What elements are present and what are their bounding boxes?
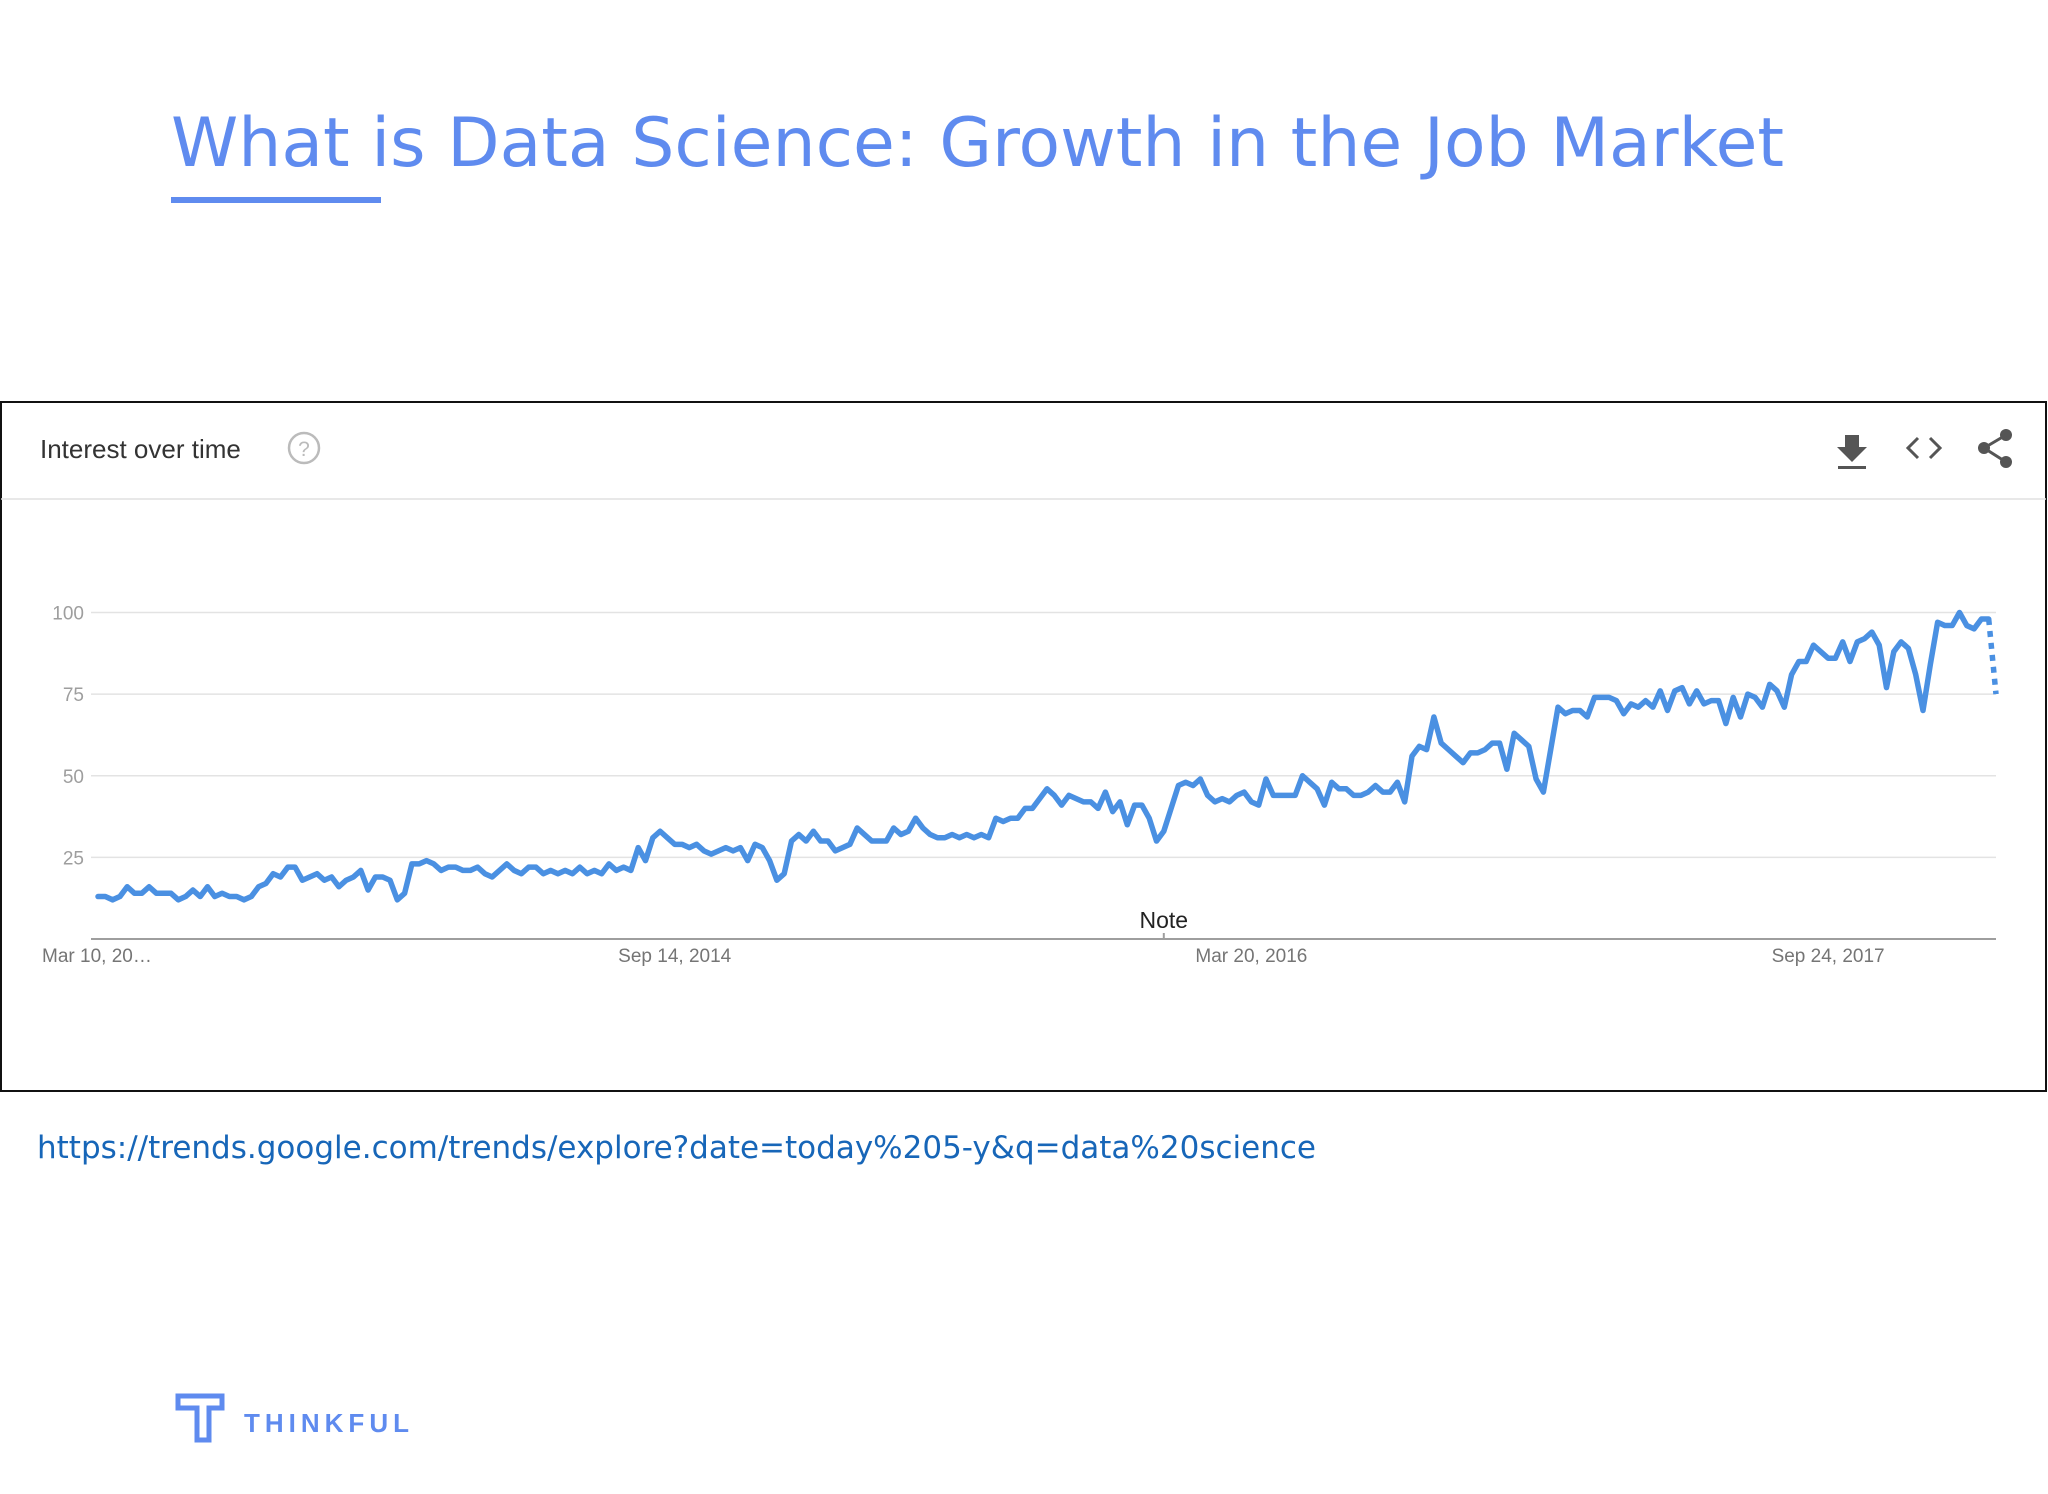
slide-title: What is Data Science: Growth in the Job … bbox=[171, 104, 1784, 183]
source-link[interactable]: https://trends.google.com/trends/explore… bbox=[37, 1130, 1316, 1166]
x-tick-label: Sep 24, 2017 bbox=[1772, 946, 1885, 967]
download-icon[interactable] bbox=[1837, 435, 1867, 469]
brand-logo bbox=[175, 1393, 225, 1443]
partial-segment bbox=[1985, 618, 1999, 695]
annotation: Note bbox=[1140, 907, 1189, 933]
y-tick-label: 25 bbox=[63, 848, 84, 869]
help-icon[interactable]: ? bbox=[287, 431, 321, 465]
x-tick-label: Mar 10, 20… bbox=[42, 946, 152, 967]
x-tick-label: Mar 20, 2016 bbox=[1195, 946, 1307, 967]
title-underline bbox=[171, 197, 381, 203]
share-icon[interactable] bbox=[1978, 429, 2012, 468]
chart-card bbox=[0, 401, 2047, 1092]
y-tick-label: 50 bbox=[63, 767, 84, 788]
y-tick-label: 100 bbox=[52, 604, 84, 625]
series-line bbox=[95, 609, 1992, 903]
y-tick-label: 75 bbox=[63, 685, 84, 706]
embed-icon[interactable] bbox=[1905, 436, 1943, 460]
svg-text:?: ? bbox=[298, 438, 310, 461]
plot: 25 50 75 100 Mar 10, 20… Sep 14, 2014 Mar 20, … bbox=[42, 604, 1999, 967]
brand-name: THINKFUL bbox=[244, 1408, 414, 1438]
chart-title: Interest over time bbox=[40, 434, 241, 464]
x-tick-label: Sep 14, 2014 bbox=[618, 946, 731, 967]
